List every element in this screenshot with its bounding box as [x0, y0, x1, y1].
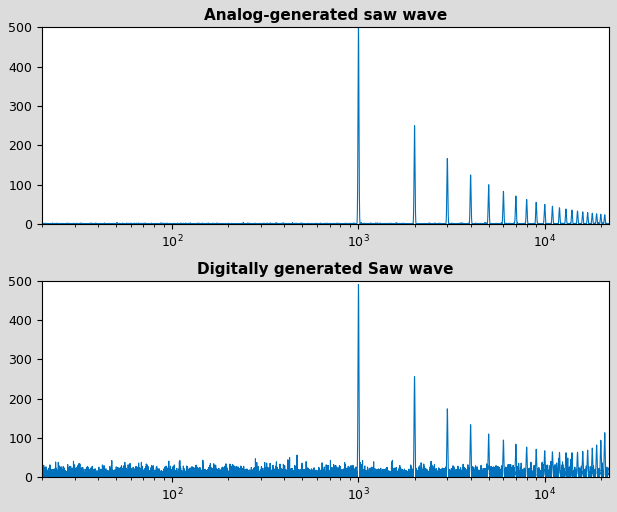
Title: Digitally generated Saw wave: Digitally generated Saw wave — [197, 262, 453, 276]
Title: Analog-generated saw wave: Analog-generated saw wave — [204, 8, 447, 24]
